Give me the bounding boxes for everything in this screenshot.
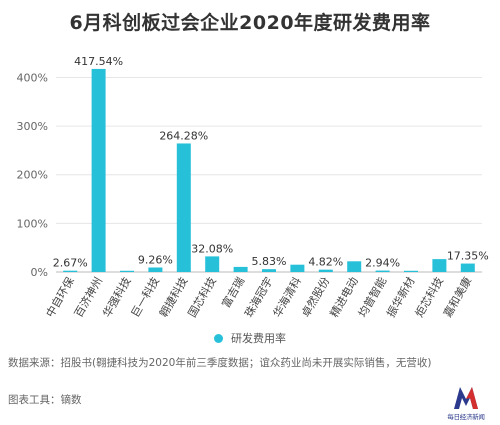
data-label: 4.82% xyxy=(308,256,343,269)
logo-caption: 每日经济新闻 xyxy=(447,413,485,421)
bar xyxy=(91,68,106,272)
y-tick-label: 0% xyxy=(31,266,48,279)
bar xyxy=(347,261,362,272)
tool-note: 图表工具：镝数 xyxy=(8,394,82,406)
y-tick-label: 400% xyxy=(17,71,48,84)
y-tick-label: 300% xyxy=(17,120,48,133)
y-tick-label: 200% xyxy=(17,169,48,182)
data-label: 17.35% xyxy=(447,250,489,263)
bar xyxy=(404,270,418,272)
bar xyxy=(148,267,163,272)
data-label: 32.08% xyxy=(191,242,233,255)
source-note: 数据来源：招股书(翱捷科技为2020年前三季度数据；谊众药业尚未开展实际销售，无… xyxy=(8,357,432,369)
bar xyxy=(233,266,248,272)
newspaper-logo: 每日经济新闻 xyxy=(436,383,496,421)
legend-label: 研发费用率 xyxy=(231,332,286,345)
data-label: 264.28% xyxy=(159,129,208,142)
bar xyxy=(318,269,333,272)
data-label: 2.67% xyxy=(53,257,88,270)
bar xyxy=(460,263,475,272)
bar-chart: 0%100%200%300%400%2.67%中自环保417.54%百济神州华强… xyxy=(17,55,489,320)
y-tick-label: 100% xyxy=(17,217,48,230)
data-label: 5.83% xyxy=(252,255,287,268)
bar xyxy=(375,270,390,272)
chart-legend: 研发费用率 xyxy=(0,330,500,346)
legend-swatch xyxy=(214,333,223,343)
bar xyxy=(432,259,447,272)
bar xyxy=(290,264,305,272)
logo-mark-icon xyxy=(454,387,478,409)
bar xyxy=(262,269,276,272)
data-label: 417.54% xyxy=(74,55,123,68)
chart-title: 6月科创板过会企业2020年度研发费用率 xyxy=(69,12,431,34)
bar xyxy=(205,256,220,272)
data-label: 9.26% xyxy=(138,253,173,266)
bar xyxy=(120,270,134,272)
bar xyxy=(176,143,191,272)
bar xyxy=(63,270,78,272)
data-label: 2.94% xyxy=(365,257,400,270)
x-tick-label: 富吉瑞 xyxy=(219,275,248,311)
